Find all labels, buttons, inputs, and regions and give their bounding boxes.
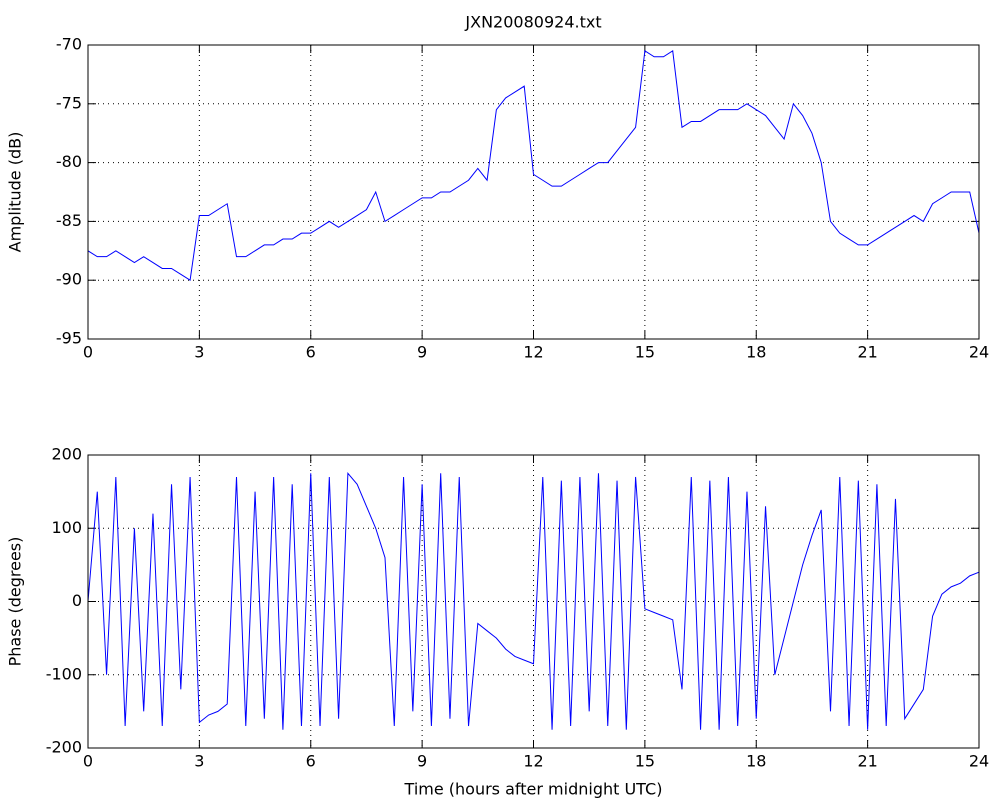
x-tick-label: 6 bbox=[306, 343, 316, 362]
x-tick-label: 3 bbox=[194, 752, 204, 771]
y-tick-label: 200 bbox=[51, 445, 82, 464]
axes-frame bbox=[87, 44, 980, 340]
x-tick-label: 24 bbox=[969, 343, 989, 362]
y-tick-label: -80 bbox=[56, 152, 82, 171]
y-tick-label: -85 bbox=[56, 211, 82, 230]
x-tick-label: 9 bbox=[417, 752, 427, 771]
x-tick-label: 3 bbox=[194, 343, 204, 362]
data-line bbox=[87, 50, 980, 282]
x-tick-label: 9 bbox=[417, 343, 427, 362]
y-tick-label: -200 bbox=[46, 738, 82, 757]
chart-title: JXN20080924.txt bbox=[464, 13, 601, 32]
y-tick-label: -90 bbox=[56, 270, 82, 289]
data-line bbox=[87, 472, 980, 730]
y-tick-label: -75 bbox=[56, 93, 82, 112]
y-tick-label: -70 bbox=[56, 35, 82, 54]
axes-frame bbox=[87, 454, 980, 749]
x-tick-label: 15 bbox=[635, 752, 655, 771]
x-tick-label: 0 bbox=[83, 752, 93, 771]
plot-area bbox=[88, 45, 979, 339]
x-tick-label: 21 bbox=[857, 752, 877, 771]
x-tick-label: 24 bbox=[969, 752, 989, 771]
y-tick-label: -95 bbox=[56, 329, 82, 348]
y-tick-label: 0 bbox=[72, 591, 82, 610]
x-axis-label: Time (hours after midnight UTC) bbox=[404, 780, 663, 799]
y-axis-label: Phase (degrees) bbox=[6, 537, 25, 667]
y-axis-label: Amplitude (dB) bbox=[6, 132, 25, 253]
x-tick-label: 15 bbox=[635, 343, 655, 362]
x-tick-label: 18 bbox=[746, 752, 766, 771]
x-tick-label: 12 bbox=[523, 752, 543, 771]
x-tick-label: 0 bbox=[83, 343, 93, 362]
x-tick-label: 18 bbox=[746, 343, 766, 362]
x-tick-label: 21 bbox=[857, 343, 877, 362]
x-tick-label: 12 bbox=[523, 343, 543, 362]
y-tick-label: 100 bbox=[51, 518, 82, 537]
x-tick-label: 6 bbox=[306, 752, 316, 771]
y-tick-label: -100 bbox=[46, 664, 82, 683]
